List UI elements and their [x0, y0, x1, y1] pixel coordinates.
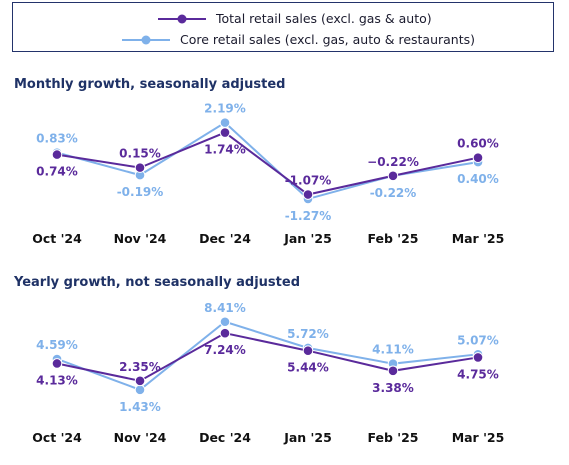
data-label-total: −0.22%: [367, 155, 419, 169]
x-tick-label: Jan '25: [283, 430, 332, 445]
legend-marker-core-icon: [122, 35, 170, 44]
data-label-total: 0.60%: [457, 137, 499, 151]
data-point-core: [219, 316, 231, 328]
data-point-core: [134, 384, 146, 396]
x-tick-label: Jan '25: [283, 231, 332, 246]
data-point-total: [472, 152, 484, 163]
data-label-core: 5.72%: [287, 327, 329, 341]
data-label-total: 2.35%: [119, 360, 161, 374]
data-point-total: [219, 327, 231, 339]
data-point-total: [472, 352, 484, 363]
data-label-core: 5.07%: [457, 333, 499, 347]
data-label-core: -0.22%: [370, 186, 417, 200]
x-tick-label: Dec '24: [199, 231, 251, 246]
data-label-total: 4.75%: [457, 367, 499, 381]
data-label-core: 0.83%: [36, 132, 78, 146]
monthly-chart-title: Monthly growth, seasonally adjusted: [14, 77, 286, 92]
data-point-core: [219, 117, 231, 128]
yearly-chart-title: Yearly growth, not seasonally adjusted: [14, 275, 300, 290]
data-label-core: 1.43%: [119, 400, 161, 414]
data-label-total: 1.74%: [204, 143, 246, 157]
data-label-core: -0.19%: [117, 185, 164, 199]
data-label-total: 4.13%: [36, 373, 78, 387]
data-label-total: 3.38%: [372, 381, 414, 395]
data-label-core: -1.27%: [285, 209, 332, 223]
data-point-total: [51, 149, 63, 160]
x-tick-label: Oct '24: [32, 231, 82, 246]
data-point-total: [219, 127, 231, 138]
x-tick-label: Mar '25: [452, 430, 505, 445]
data-label-core: 2.19%: [204, 102, 246, 116]
series-line-core: [56, 320, 479, 391]
x-tick-label: Oct '24: [32, 430, 82, 445]
data-label-total: -1.07%: [285, 174, 332, 188]
x-tick-label: Nov '24: [114, 231, 167, 246]
legend-label-core: Core retail sales (excl. gas, auto & res…: [180, 32, 476, 47]
monthly-chart: 0.74% 0.15% 1.74% -1.07% −0.22% 0.60% 0.83% -0.…: [32, 102, 504, 246]
data-label-total: 7.24%: [204, 343, 246, 357]
legend-marker-total-icon: [158, 14, 206, 23]
series-line-total: [56, 131, 479, 196]
data-point-total: [302, 189, 314, 200]
data-point-total: [51, 358, 63, 369]
data-label-core: 4.59%: [36, 338, 78, 352]
yearly-chart: 4.13% 2.35% 7.24% 5.44% 3.38% 4.75% 4.59% 1.43%…: [32, 301, 504, 445]
x-tick-label: Mar '25: [452, 231, 505, 246]
x-tick-label: Nov '24: [114, 430, 167, 445]
data-label-core: 8.41%: [204, 301, 246, 315]
data-label-core: 0.40%: [457, 172, 499, 186]
data-label-total: 0.15%: [119, 147, 161, 161]
data-label-core: 4.11%: [372, 343, 414, 357]
data-label-total: 0.74%: [36, 165, 78, 179]
legend-item-total: Total retail sales (excl. gas & auto): [158, 11, 432, 26]
x-tick-label: Dec '24: [199, 430, 251, 445]
series-line-total: [56, 332, 479, 382]
x-tick-label: Feb '25: [367, 231, 418, 246]
data-point-total: [134, 375, 146, 387]
data-label-total: 5.44%: [287, 361, 329, 375]
legend: Total retail sales (excl. gas & auto) Co…: [12, 2, 554, 52]
legend-item-core: Core retail sales (excl. gas, auto & res…: [122, 32, 475, 47]
data-point-total: [387, 170, 399, 182]
legend-label-total: Total retail sales (excl. gas & auto): [216, 11, 432, 26]
data-point-total: [134, 162, 146, 173]
data-point-total: [302, 345, 314, 357]
data-point-total: [387, 365, 399, 377]
x-tick-label: Feb '25: [367, 430, 418, 445]
